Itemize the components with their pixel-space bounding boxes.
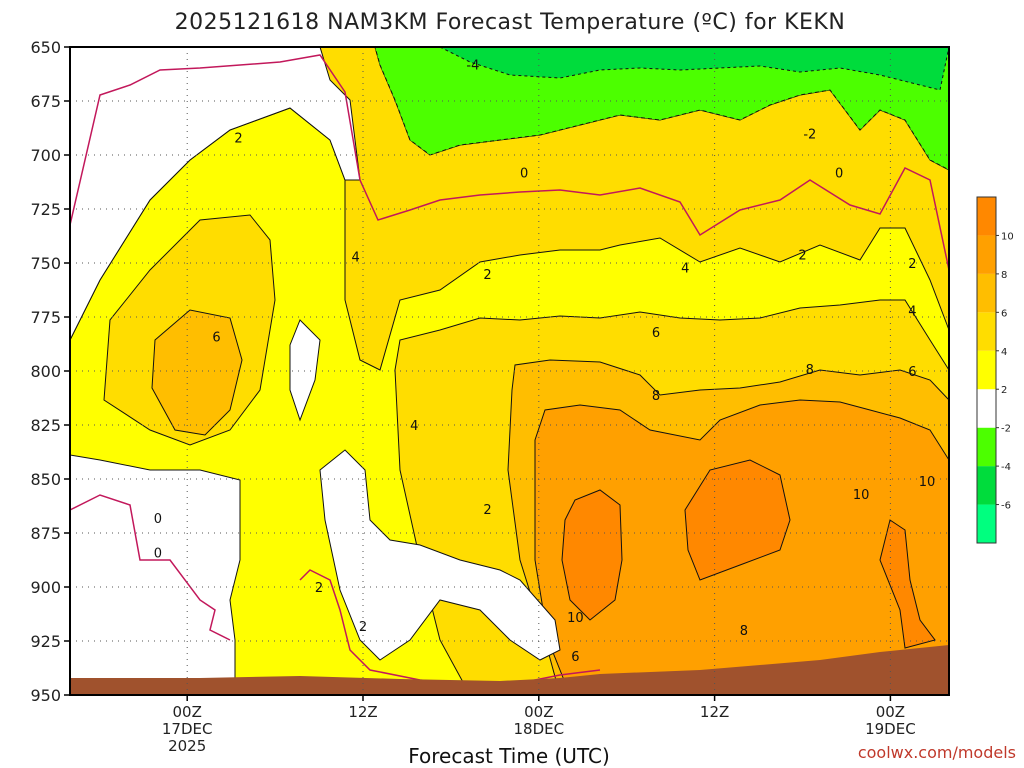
y-tick-label: 650 (30, 38, 61, 57)
colorbar-frame (976, 196, 997, 544)
contour-label: -2 (803, 127, 816, 142)
x-tick-label: 2025 (168, 737, 206, 755)
zero-contour-lower (70, 494, 231, 641)
contour-label: 2 (483, 268, 491, 283)
colorbar-label: 10 (1001, 231, 1014, 242)
colorbar-swatch (977, 389, 996, 428)
core-10-12-far-right (879, 519, 936, 649)
x-tick-label: 18DEC (514, 720, 565, 738)
colorbar-label: -6 (1001, 501, 1011, 512)
contour-label: 10 (919, 475, 936, 490)
colorbar-label: 6 (1001, 308, 1007, 319)
contour-labels: -4 -2 0 0 2 2 2 2 4 4 4 4 6 6 6 8 8 8 10 10 10 6 2 2 0 0 2 (154, 58, 936, 665)
colorbar-swatch (977, 466, 996, 505)
contour-label: 0 (835, 166, 843, 181)
colorbar-label: -4 (1001, 462, 1011, 473)
colorbar-swatch (977, 273, 996, 313)
white-mid-low (319, 449, 561, 661)
contour-label: 4 (352, 251, 360, 266)
core-10-12-right (684, 459, 791, 581)
x-tick-label: 00Z (173, 703, 202, 721)
y-tick-label: 900 (30, 578, 61, 597)
chart-title: 2025121618 NAM3KM Forecast Temperature (… (175, 10, 846, 35)
y-tick-label: 850 (30, 470, 61, 489)
white-left-low (70, 454, 241, 686)
y-tick-label: 725 (30, 200, 61, 219)
core-10-12-left (561, 489, 623, 621)
contour-label: 10 (567, 611, 584, 626)
colorbar-label: 8 (1001, 270, 1007, 281)
contour-label: 4 (908, 305, 916, 320)
contour-label: 2 (483, 503, 491, 518)
contour-label: 6 (908, 365, 916, 380)
y-tick-label: 800 (30, 362, 61, 381)
x-tick-label: 17DEC (162, 720, 213, 738)
colorbar-label: 4 (1001, 347, 1007, 358)
colorbar-swatch (977, 312, 996, 351)
contour-label: 8 (740, 624, 748, 639)
x-tick-label: 00Z (524, 703, 553, 721)
contour-label: 2 (798, 248, 806, 263)
contour-label: 6 (652, 326, 660, 341)
contour-label: 6 (212, 330, 220, 345)
contour-label: 4 (681, 261, 689, 276)
y-tick-label: 675 (30, 92, 61, 111)
y-tick-label: 750 (30, 254, 61, 273)
x-tick-label: 12Z (700, 703, 729, 721)
colorbar-swatch (977, 235, 996, 274)
cold-region-inner (439, 47, 949, 91)
contour-label: 8 (652, 389, 660, 404)
x-tick-label: 12Z (348, 703, 377, 721)
temperature-field (70, 47, 949, 695)
contour-label: 6 (571, 650, 579, 665)
y-tick-label: 825 (30, 416, 61, 435)
colorbar-label: -2 (1001, 424, 1011, 435)
contour-label: 0 (154, 546, 162, 561)
contour-label: 2 (315, 581, 323, 596)
contour-label: 2 (359, 620, 367, 635)
y-tick-label: 925 (30, 632, 61, 651)
band-6-8-day1 (151, 309, 243, 436)
x-axis-label: Forecast Time (UTC) (408, 744, 610, 768)
contour-label: 10 (853, 488, 870, 503)
contour-label: 0 (520, 166, 528, 181)
contour-label: 8 (806, 363, 814, 378)
ground-terrain (70, 645, 949, 695)
y-tick-label: 775 (30, 308, 61, 327)
y-tick-label: 700 (30, 146, 61, 165)
x-tick-label: 00Z (876, 703, 905, 721)
contour-label: 0 (154, 512, 162, 527)
colorbar-swatch (977, 427, 996, 467)
cold-region-top (374, 47, 949, 171)
zero-contour-upper (70, 54, 949, 271)
white-pocket (289, 319, 321, 422)
contour-label: -4 (466, 58, 479, 73)
credit-text: coolwx.com/models (858, 743, 1016, 762)
x-tick-label: 19DEC (865, 720, 916, 738)
colorbar-swatch (977, 504, 996, 543)
colorbar-swatch (977, 197, 996, 236)
y-tick-label: 950 (30, 686, 61, 705)
y-tick-label: 875 (30, 524, 61, 543)
contour-label: 2 (908, 257, 916, 272)
contour-label: 4 (410, 419, 418, 434)
colorbar-swatch (977, 350, 996, 390)
contour-label: 2 (234, 132, 242, 147)
y-axis: 650 675 700 725 750 775 800 825 850 875 900 925 950 (30, 38, 70, 705)
colorbar-label: 2 (1001, 385, 1007, 396)
colorbar: -6 -4 -2 2 4 6 8 10 (976, 196, 1014, 544)
